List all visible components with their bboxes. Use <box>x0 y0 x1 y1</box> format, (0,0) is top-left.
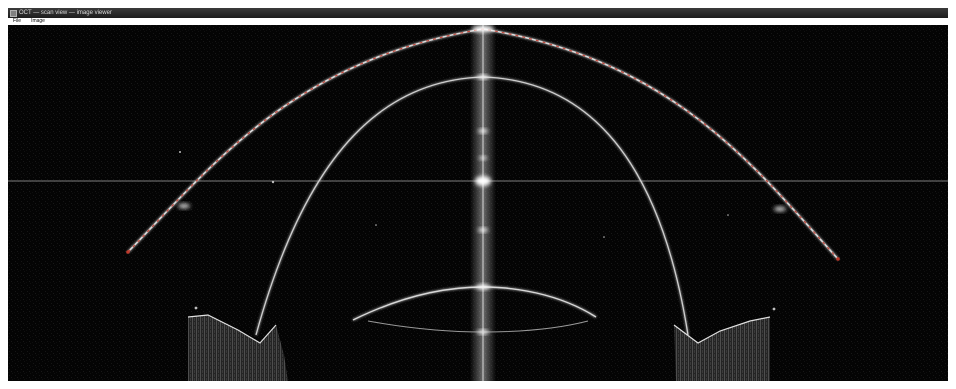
lens-posterior-reflection <box>477 330 489 334</box>
app-icon <box>10 9 17 17</box>
iris-left <box>188 315 288 381</box>
window-title: OCT — scan view — image viewer <box>19 10 112 16</box>
speck <box>375 224 377 226</box>
corneal-apex-reflection <box>472 26 494 32</box>
central-reflections <box>472 26 494 334</box>
segmentation-endpoint-left <box>126 250 130 254</box>
reflection-spot-2 <box>479 156 487 160</box>
limbus-reflection-right <box>774 206 786 212</box>
iris-right-edge <box>673 316 771 344</box>
oct-scan-image <box>8 25 948 381</box>
iris-left-edge <box>187 314 277 344</box>
central-artifact-line <box>482 25 484 381</box>
central-artifact-stripe <box>470 25 496 381</box>
speck <box>727 214 729 216</box>
limbus-reflection-left <box>178 203 190 209</box>
reflection-spot-1 <box>478 129 488 133</box>
speck <box>603 236 605 238</box>
lens-apex-reflection <box>476 284 490 290</box>
posterior-apex-reflection <box>477 75 489 79</box>
oct-scan-viewport[interactable] <box>8 25 948 381</box>
menu-image[interactable]: Image <box>31 18 45 24</box>
speck <box>179 151 181 153</box>
menu-bar: File Image <box>8 18 948 25</box>
segmentation-endpoint-right <box>836 257 840 261</box>
app-window: OCT — scan view — image viewer File Imag… <box>8 8 948 381</box>
noise-specks <box>179 151 776 311</box>
reflection-spot-3 <box>478 228 488 232</box>
title-bar[interactable]: OCT — scan view — image viewer <box>8 8 948 18</box>
iris-right <box>674 317 770 381</box>
reflection-spot-center <box>475 176 491 186</box>
speck <box>271 180 275 184</box>
speck <box>772 307 776 311</box>
speck <box>194 306 198 310</box>
menu-file[interactable]: File <box>13 18 22 24</box>
